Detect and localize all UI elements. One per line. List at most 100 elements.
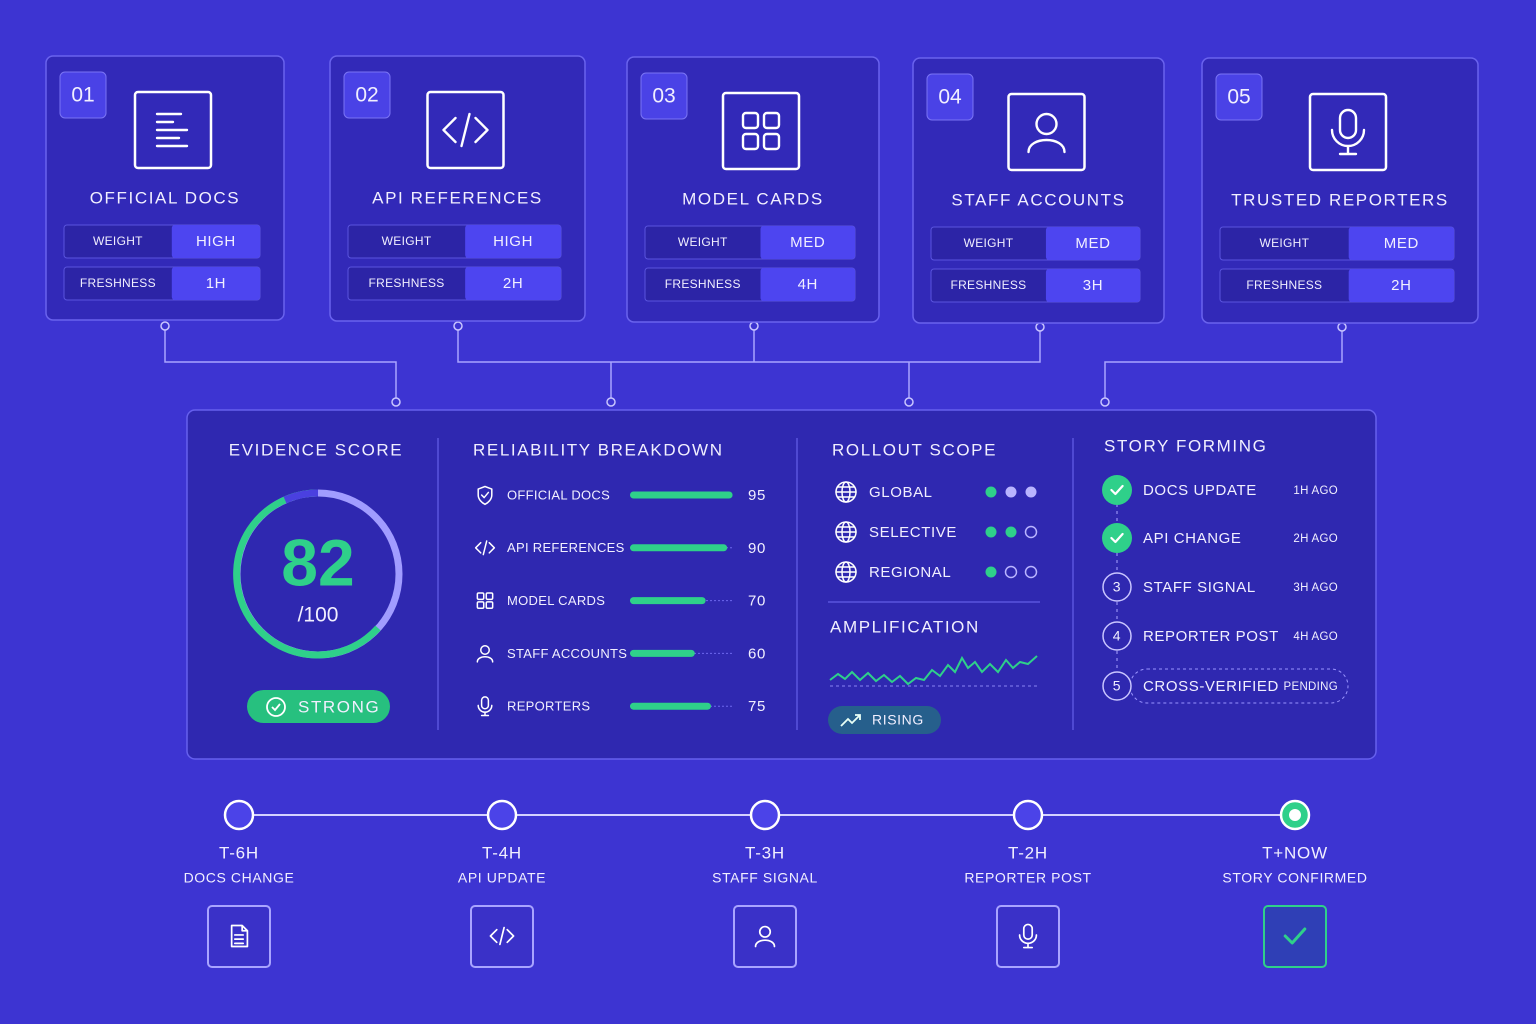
reliability-label: API REFERENCES [507, 540, 625, 555]
badge [343, 71, 391, 119]
icon [741, 111, 781, 151]
status-pill [247, 690, 390, 723]
icon-box [426, 90, 505, 170]
timeline-node [1012, 799, 1044, 831]
row-value-bg [760, 226, 855, 259]
connectors [164, 326, 1343, 402]
connector-dots [160, 321, 1347, 407]
badge [59, 71, 107, 119]
row-label: WEIGHT [93, 234, 143, 248]
reliability-label: STAFF ACCOUNTS [507, 646, 627, 661]
row-value: 1H [206, 275, 226, 292]
timeline-node-core [1289, 809, 1301, 821]
row-value-bg [1348, 269, 1454, 302]
timeline-event: REPORTER POST [964, 870, 1091, 886]
step-label: STAFF SIGNAL [1143, 579, 1256, 596]
icon-box [1007, 92, 1086, 172]
timeline-icon-box [996, 905, 1060, 968]
reliability-value: 60 [748, 645, 766, 662]
timeline-icon-box [207, 905, 271, 968]
badge-number: 04 [938, 86, 962, 109]
timeline-icon-box [1263, 905, 1327, 968]
step-label: API CHANGE [1143, 530, 1242, 547]
icon-part [741, 111, 760, 130]
reliability-bar [630, 702, 711, 710]
row-label: FRESHNESS [665, 277, 741, 291]
badge [640, 72, 688, 120]
source-title: API REFERENCES [372, 188, 543, 207]
gauge-gap [283, 489, 319, 504]
trend-icon [840, 714, 861, 727]
source-title: MODEL CARDS [682, 189, 824, 208]
row-label: FRESHNESS [369, 276, 445, 290]
step-done [1102, 475, 1132, 505]
connector [457, 326, 1041, 402]
dot [606, 397, 616, 407]
timeline-node [749, 799, 781, 831]
reliability-value: 75 [748, 698, 766, 715]
icon-part [1018, 934, 1038, 949]
row-label: FRESHNESS [1246, 278, 1322, 292]
reliability-value: 95 [748, 487, 766, 504]
row-value: 2H [503, 275, 523, 292]
step-time: 1H AGO [1293, 485, 1338, 497]
row-value-bg [171, 225, 260, 258]
reliability-bar [630, 649, 695, 657]
row-value: HIGH [493, 233, 533, 250]
scope-dot [1004, 565, 1018, 579]
row-label: FRESHNESS [950, 278, 1026, 292]
icon [155, 112, 189, 148]
icon [835, 481, 857, 503]
icon-part [1330, 128, 1366, 156]
dot [1035, 322, 1045, 332]
icon-part [741, 132, 760, 151]
scope-dot [1024, 565, 1038, 579]
icon-part [485, 592, 494, 601]
timeline-event: STORY CONFIRMED [1222, 870, 1367, 886]
icon [1110, 484, 1124, 496]
timeline-event: STAFF SIGNAL [712, 870, 818, 886]
icon-part [477, 704, 493, 717]
badge-number: 05 [1227, 86, 1250, 109]
icon-part [489, 926, 515, 946]
timeline-time: T-4H [482, 843, 522, 862]
icon-part [1110, 532, 1124, 544]
row-label: WEIGHT [382, 234, 432, 248]
timeline-time: T-3H [745, 843, 785, 862]
amplification-line [829, 655, 1038, 686]
timeline-event: DOCS CHANGE [184, 870, 295, 886]
dot [749, 321, 759, 331]
icon-part [476, 601, 485, 609]
timeline-event: API UPDATE [458, 870, 546, 886]
icon-part [476, 592, 485, 601]
trend-label: RISING [872, 712, 924, 728]
icon-part [835, 526, 857, 538]
icon-part [1283, 927, 1307, 945]
reliability-label: OFFICIAL DOCS [507, 487, 610, 502]
step-label: DOCS UPDATE [1143, 482, 1257, 499]
icon [476, 592, 494, 609]
icon [754, 925, 776, 948]
icon-box [721, 91, 801, 171]
reliability-label: REPORTERS [507, 699, 590, 714]
icon [835, 521, 857, 543]
trend-pill [828, 706, 941, 734]
gauge-arc [233, 489, 381, 659]
row-value: HIGH [196, 233, 236, 250]
scope-dot [1005, 486, 1017, 498]
icon [1110, 532, 1124, 544]
icon [476, 645, 494, 663]
section-title: EVIDENCE SCORE [229, 440, 404, 459]
icon-part [754, 939, 776, 948]
dot [453, 321, 463, 331]
reliability-value: 70 [748, 593, 766, 610]
row-label: FRESHNESS [80, 276, 156, 290]
icon-box [133, 90, 213, 170]
rollout-label: GLOBAL [869, 484, 933, 501]
icon-part [762, 132, 781, 151]
step-circle [1102, 621, 1132, 651]
icon-part [1110, 484, 1124, 496]
row-label: WEIGHT [678, 235, 728, 249]
icon [1027, 112, 1066, 154]
